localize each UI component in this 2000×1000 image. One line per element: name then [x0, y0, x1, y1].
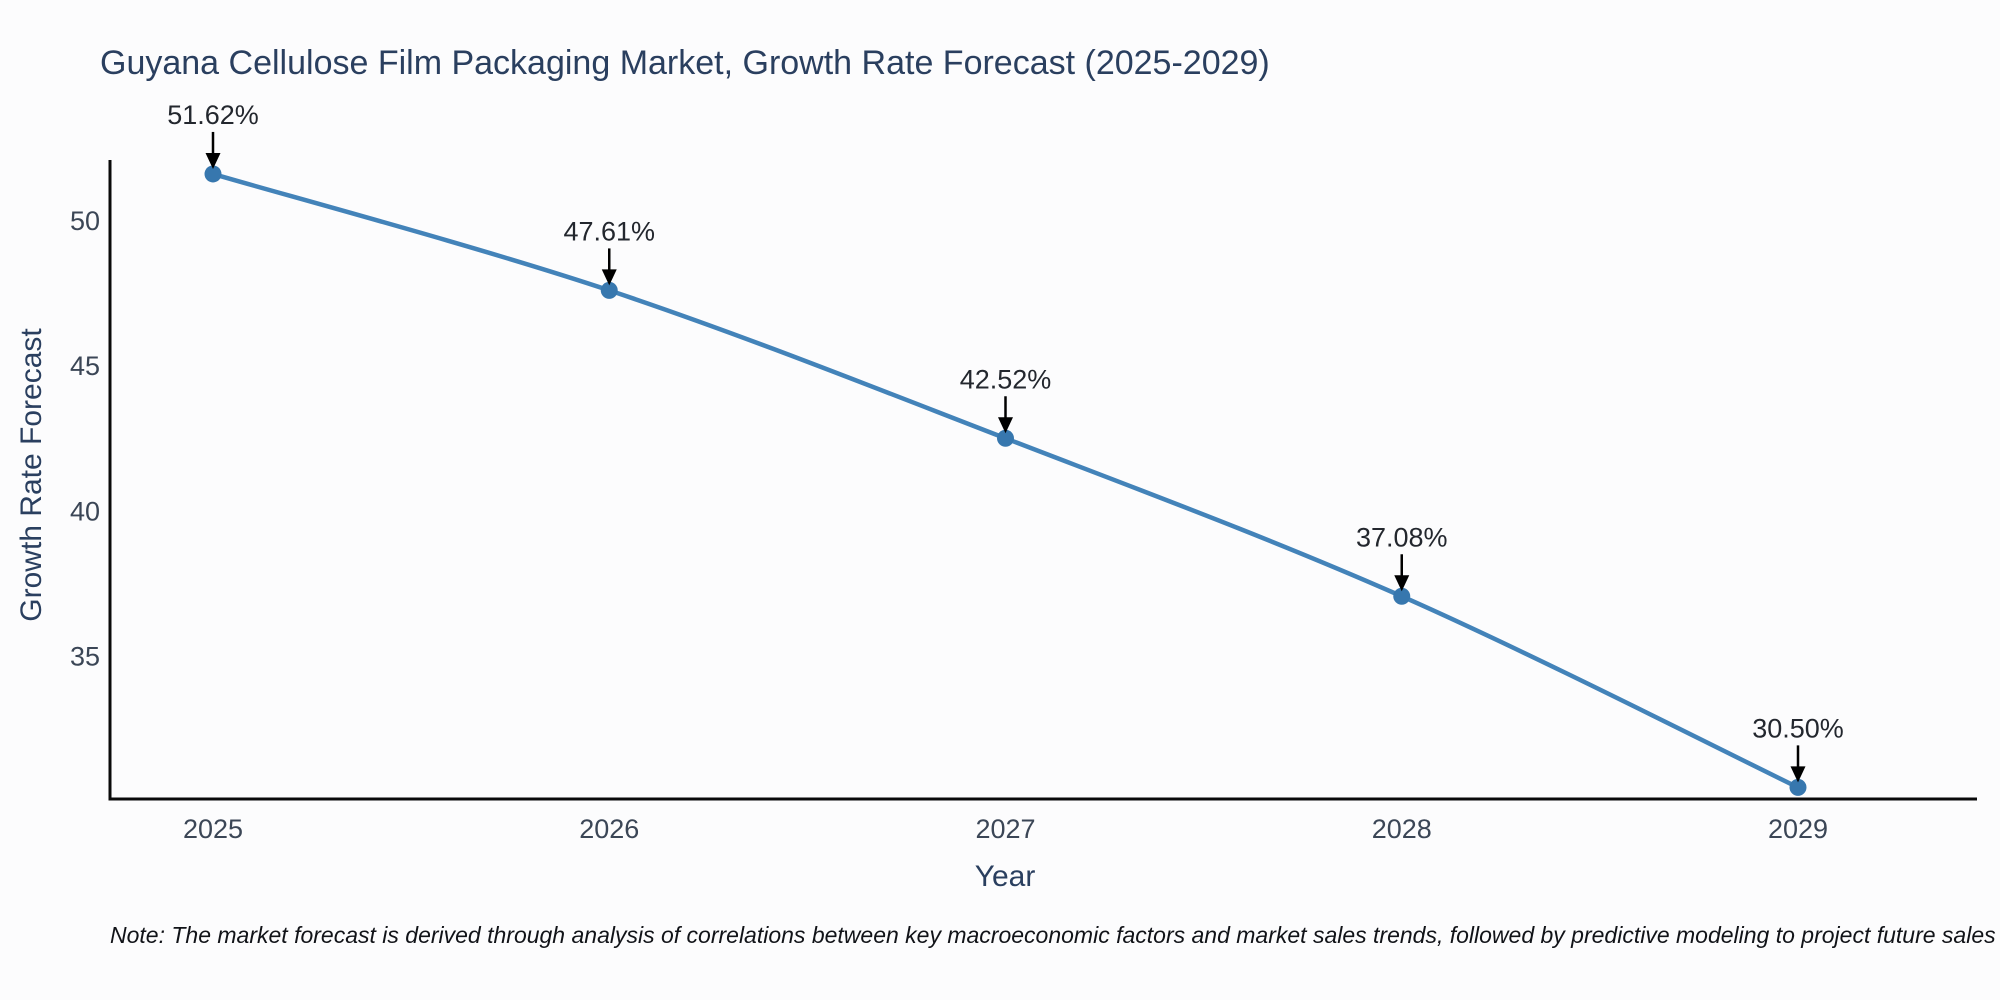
x-tick-label-2029: 2029 [1768, 814, 1828, 844]
annotation-arrowhead-icon [1394, 575, 1410, 592]
y-tick-label-40: 40 [70, 496, 100, 526]
data-point-2029[interactable] [1789, 778, 1807, 796]
annotation-arrowhead-icon [601, 269, 617, 286]
data-point-2025[interactable] [204, 165, 222, 183]
x-tick-label-2027: 2027 [975, 814, 1035, 844]
x-tick-label-2025: 2025 [183, 814, 243, 844]
chart-title: Guyana Cellulose Film Packaging Market, … [100, 44, 1270, 82]
x-tick-label-2028: 2028 [1372, 814, 1432, 844]
trend-line [210, 171, 1801, 790]
x-tick-label-2026: 2026 [579, 814, 639, 844]
point-label-2025: 51.62% [167, 100, 259, 130]
y-tick-label-45: 45 [70, 351, 100, 381]
data-point-2027[interactable] [997, 429, 1014, 447]
point-label-2027: 42.52% [960, 364, 1052, 394]
data-point-2028[interactable] [1393, 587, 1411, 605]
data-point-2026[interactable] [600, 281, 618, 299]
point-label-2029: 30.50% [1752, 713, 1844, 743]
x-axis-title: Year [974, 860, 1036, 893]
y-tick-label-50: 50 [70, 206, 100, 236]
footnote: Note: The market forecast is derived thr… [110, 922, 1996, 948]
y-tick-label-35: 35 [70, 642, 100, 672]
point-label-2026: 47.61% [563, 216, 655, 246]
annotation-arrowhead-icon [205, 152, 221, 169]
annotation-arrowhead-icon [998, 417, 1013, 434]
point-label-2028: 37.08% [1356, 522, 1448, 552]
annotation-arrowhead-icon [1790, 766, 1806, 783]
